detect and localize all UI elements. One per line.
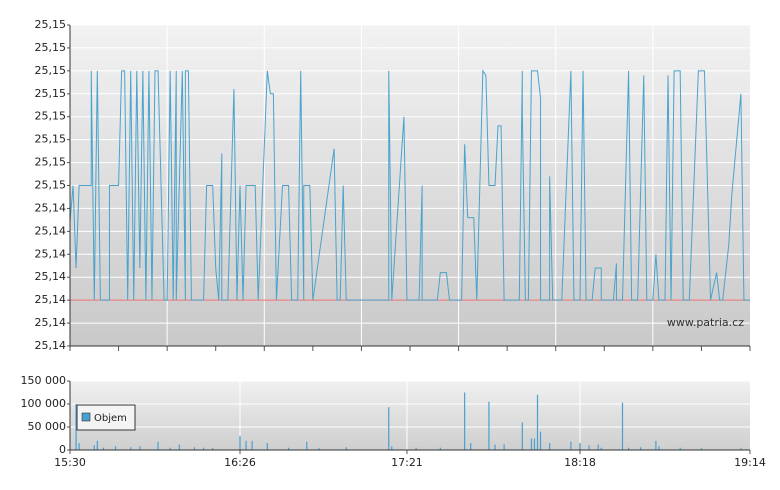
volume-bar <box>530 438 533 450</box>
volume-bar <box>464 392 466 450</box>
volume-bar <box>245 440 247 450</box>
volume-bar <box>114 446 117 450</box>
volume-plot-area <box>70 381 750 450</box>
volume-bar <box>139 446 141 450</box>
volume-bar <box>78 443 80 450</box>
volume-bar <box>391 446 393 450</box>
y-tick-label: 25,14 <box>35 316 67 329</box>
volume-bar <box>239 436 241 450</box>
y-tick-label: 25,15 <box>35 18 67 31</box>
volume-bar <box>549 443 551 450</box>
legend-label: Objem <box>94 413 127 424</box>
volume-bar <box>539 431 542 450</box>
legend-swatch <box>81 412 91 422</box>
x-tick-label: 15:30 <box>54 456 86 469</box>
y-tick-label: 150 000 <box>21 374 67 387</box>
y-tick-label: 25,14 <box>35 224 67 237</box>
volume-bar <box>266 443 268 450</box>
layer: 25,14 25,14 25,14 25,14 25,14 25,14 25,14 25,15… <box>21 18 766 469</box>
price-line <box>69 69 750 301</box>
volume-bar <box>202 447 205 450</box>
volume-bar <box>536 394 539 450</box>
volume-bar <box>679 447 681 450</box>
volume-bar <box>700 448 703 450</box>
x-tick-label: 19:14 <box>734 456 766 469</box>
volume-bar <box>251 440 253 450</box>
volume-bar <box>503 444 505 450</box>
y-tick-label: 25,14 <box>35 247 67 260</box>
volume-bar <box>96 440 98 450</box>
volume-bar <box>655 440 657 450</box>
x-tick-label: 17:21 <box>391 456 423 469</box>
x-tick-label: 16:26 <box>224 456 256 469</box>
volume-bar <box>157 441 159 450</box>
volume-bar <box>93 445 95 450</box>
volume-bar <box>212 448 214 450</box>
y-tick-label: 100 000 <box>21 397 67 410</box>
volume-bar <box>533 438 536 450</box>
volume-bar <box>169 447 171 450</box>
volume-bar <box>130 447 132 450</box>
volume-bar <box>193 447 196 450</box>
volume-bar <box>740 448 742 450</box>
y-tick-label: 25,15 <box>35 110 67 123</box>
volume-bar <box>597 444 599 450</box>
volume-bar <box>178 444 180 450</box>
volume-bar <box>640 447 642 450</box>
y-tick-label: 25,15 <box>35 87 67 100</box>
y-tick-label: 25,15 <box>35 179 67 192</box>
x-tick-label: 18:18 <box>564 456 596 469</box>
volume-bar <box>621 402 624 450</box>
watermark: www.patria.cz <box>667 316 744 329</box>
y-tick-label: 50 000 <box>28 420 67 433</box>
volume-bar <box>439 447 441 450</box>
volume-bar <box>588 445 590 450</box>
volume-bar <box>102 447 104 450</box>
volume-bar <box>318 448 320 450</box>
volume-bar <box>488 401 490 450</box>
volume-bar <box>306 441 308 450</box>
volume-bar <box>627 447 630 450</box>
y-tick-label: 0 <box>59 443 66 456</box>
y-tick-label: 25,15 <box>35 133 67 146</box>
volume-bar <box>345 447 347 450</box>
volume-bar <box>287 447 290 450</box>
volume-bar <box>570 441 572 450</box>
y-tick-label: 25,15 <box>35 64 67 77</box>
volume-bar <box>415 447 417 450</box>
volume-bar <box>521 422 523 450</box>
y-tick-label: 25,14 <box>35 293 67 306</box>
volume-bar <box>658 446 660 450</box>
volume-bar <box>494 444 496 450</box>
volume-bar <box>579 443 581 450</box>
y-tick-label: 25,14 <box>35 201 67 214</box>
volume-bar <box>600 447 602 450</box>
y-tick-label: 25,14 <box>35 339 67 352</box>
volume-bar <box>75 404 77 450</box>
y-tick-label: 25,15 <box>35 41 67 54</box>
y-tick-label: 25,14 <box>35 270 67 283</box>
volume-bar <box>470 443 472 450</box>
y-tick-label: 25,15 <box>35 156 67 169</box>
volume-bar <box>388 407 390 450</box>
